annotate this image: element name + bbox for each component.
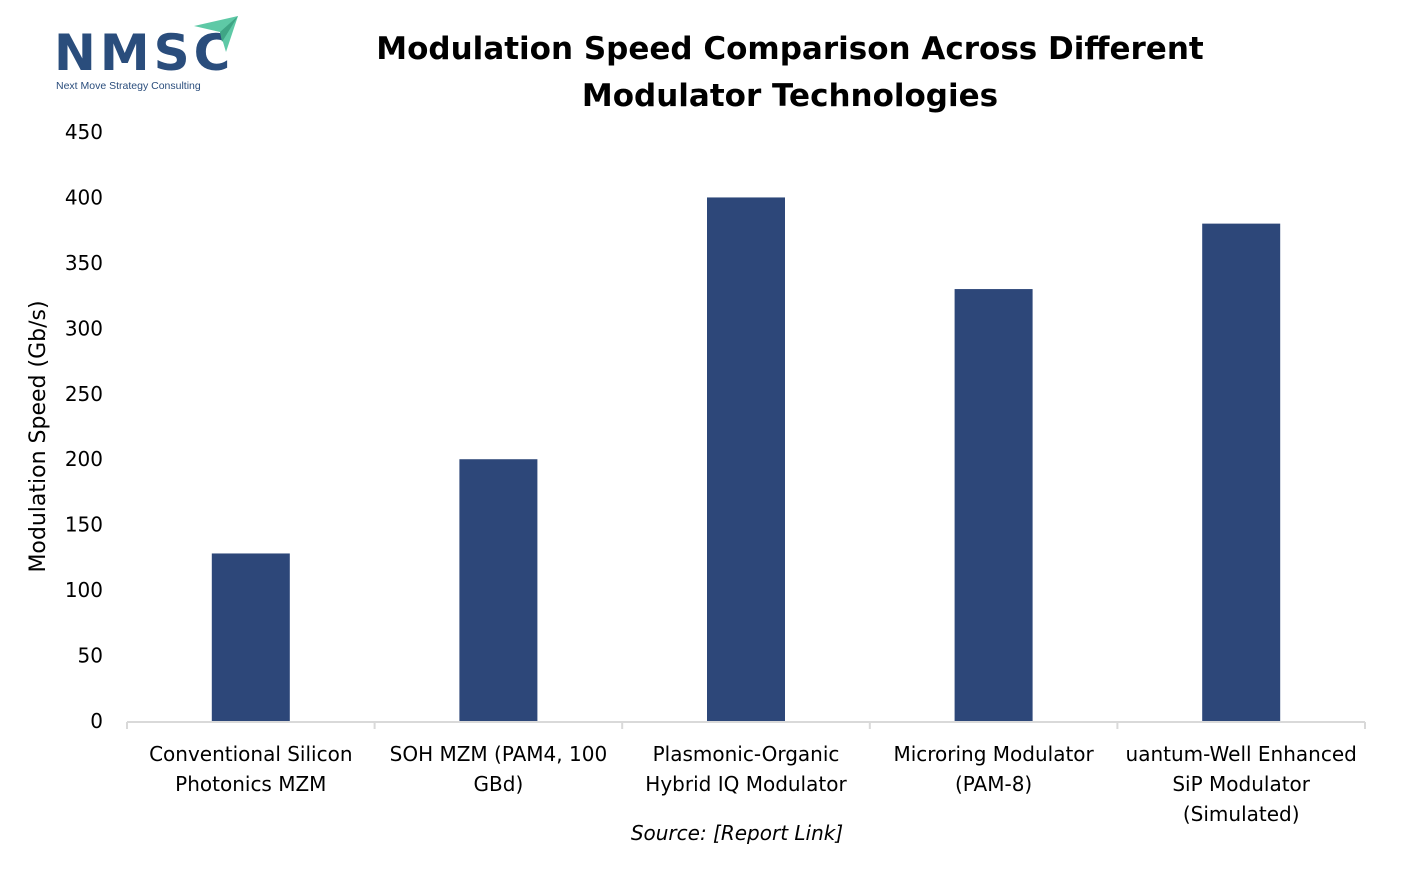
x-tick-label: Conventional Silicon Photonics MZM: [149, 742, 352, 796]
x-tick-label-line: SiP Modulator: [1172, 772, 1310, 796]
y-tick-label: 200: [65, 447, 103, 471]
bar: [459, 459, 538, 721]
x-tick-label: SOH MZM (PAM4, 100 GBd): [390, 742, 608, 796]
x-tick-label-line: (PAM-8): [955, 772, 1032, 796]
source-note: Source: [Report Link]: [630, 821, 844, 845]
bar: [954, 289, 1033, 721]
logo-wordmark: NMSC: [54, 24, 235, 82]
bar: [707, 197, 785, 721]
y-tick-label: 100: [65, 578, 103, 602]
y-tick-label: 150: [65, 513, 103, 537]
bar: [211, 553, 290, 721]
x-tick-label-line: Conventional Silicon: [149, 742, 352, 766]
y-tick-label: 450: [65, 120, 103, 144]
x-tick-label-line: Plasmonic-Organic: [653, 742, 840, 766]
x-tick-label-line: Hybrid IQ Modulator: [645, 772, 847, 796]
plot-area: 0 50 100 150 200 250 300 350 400 450 Modulation Sp…: [26, 120, 1366, 826]
x-tick-label-line: uantum-Well Enhanced: [1126, 742, 1357, 766]
y-axis-label: Modulation Speed (Gb/s): [26, 300, 51, 572]
x-tick-label-line: SOH MZM (PAM4, 100: [390, 742, 608, 766]
x-tick-label-line: Microring Modulator: [893, 742, 1094, 766]
x-tick-label-line: (Simulated): [1183, 802, 1300, 826]
x-tick-label-line: GBd): [474, 772, 524, 796]
x-tick-label: uantum-Well Enhanced SiP Modulator (Simula…: [1126, 742, 1357, 826]
paper-plane-icon: [194, 16, 238, 52]
y-tick-label: 0: [90, 709, 103, 733]
bar: [1202, 223, 1281, 721]
logo-tagline: Next Move Strategy Consulting: [56, 80, 201, 92]
y-tick-label: 300: [65, 316, 103, 340]
x-tick-label: Microring Modulator (PAM-8): [893, 742, 1094, 796]
y-tick-label: 250: [65, 382, 103, 406]
y-tick-label: 50: [78, 644, 103, 668]
company-logo: NMSC Next Move Strategy Consulting: [52, 16, 252, 96]
chart-title: Modulation Speed Comparison Across Diffe…: [376, 31, 1204, 114]
x-tick-label-line: Photonics MZM: [175, 772, 326, 796]
y-tick-label: 400: [65, 185, 103, 209]
x-tick-label: Plasmonic-Organic Hybrid IQ Modulator: [645, 742, 847, 796]
y-tick-label: 350: [65, 251, 103, 275]
